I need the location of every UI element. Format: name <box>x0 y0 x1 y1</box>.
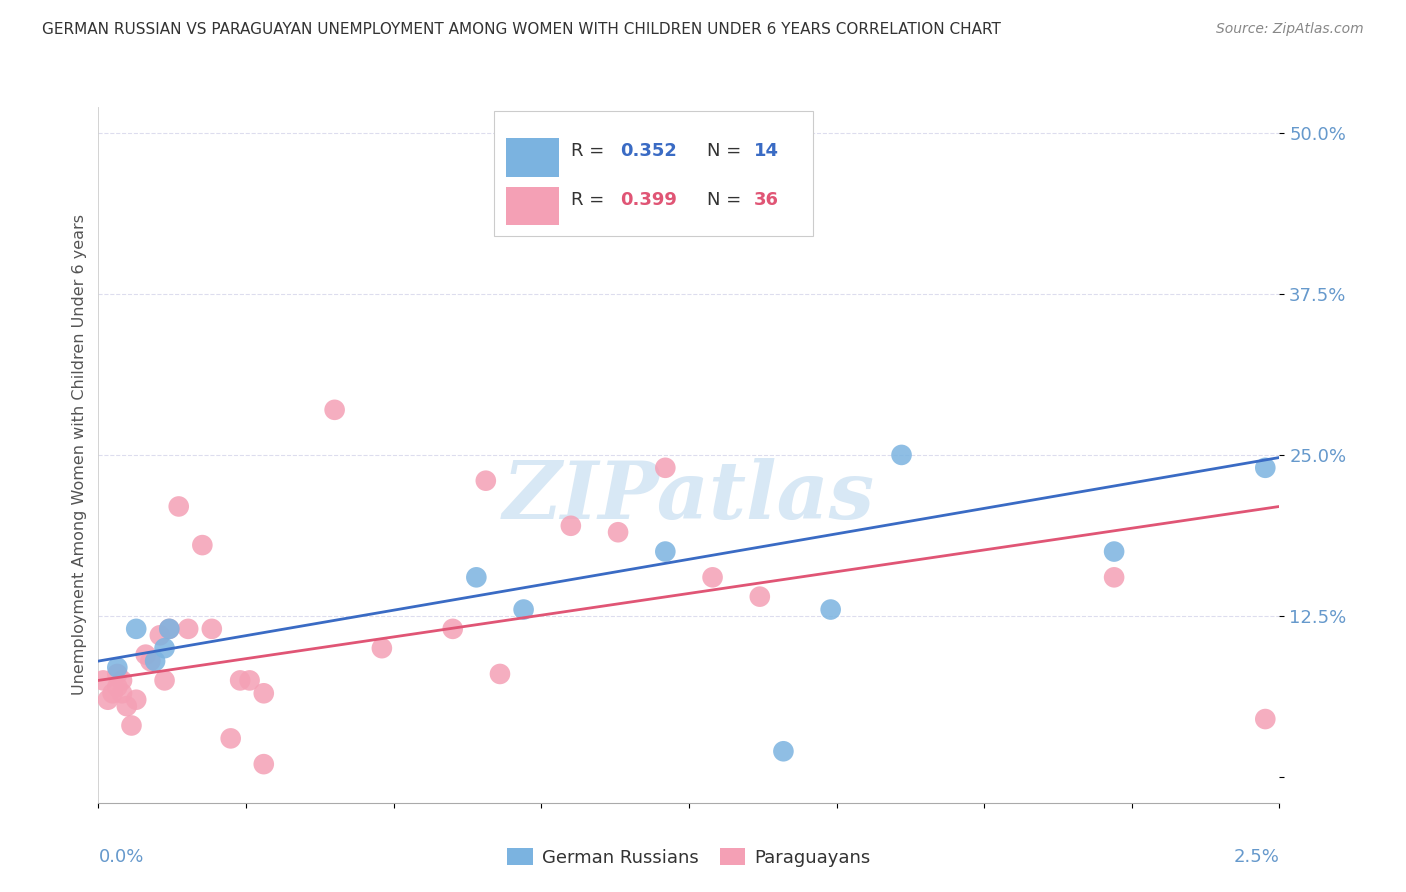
Text: N =: N = <box>707 191 747 209</box>
Point <box>229 673 252 688</box>
Point <box>149 628 172 642</box>
Point <box>239 673 262 688</box>
Point <box>167 500 190 514</box>
Point <box>177 622 200 636</box>
FancyBboxPatch shape <box>506 187 560 226</box>
Text: N =: N = <box>707 142 747 160</box>
Point <box>772 744 794 758</box>
Point <box>890 448 912 462</box>
Point <box>253 686 276 700</box>
Text: 2.5%: 2.5% <box>1233 848 1279 866</box>
Point <box>157 622 180 636</box>
Text: 14: 14 <box>754 142 779 160</box>
Point <box>125 692 148 706</box>
Point <box>475 474 498 488</box>
Point <box>101 686 124 700</box>
Text: 0.399: 0.399 <box>620 191 678 209</box>
Text: GERMAN RUSSIAN VS PARAGUAYAN UNEMPLOYMENT AMONG WOMEN WITH CHILDREN UNDER 6 YEAR: GERMAN RUSSIAN VS PARAGUAYAN UNEMPLOYMEN… <box>42 22 1001 37</box>
Text: R =: R = <box>571 191 610 209</box>
Point <box>143 654 166 668</box>
Point <box>97 692 120 706</box>
FancyBboxPatch shape <box>494 111 813 235</box>
Y-axis label: Unemployment Among Women with Children Under 6 years: Unemployment Among Women with Children U… <box>72 214 87 696</box>
Text: R =: R = <box>571 142 610 160</box>
Point <box>1102 570 1125 584</box>
Point <box>135 648 157 662</box>
Point <box>157 622 180 636</box>
Point <box>219 731 242 746</box>
Point <box>654 460 676 475</box>
Point <box>560 216 582 230</box>
Text: 0.0%: 0.0% <box>98 848 143 866</box>
Text: 0.352: 0.352 <box>620 142 678 160</box>
Text: ZIPatlas: ZIPatlas <box>503 458 875 535</box>
Point <box>105 660 128 674</box>
Point <box>607 525 630 540</box>
Point <box>489 667 512 681</box>
Point <box>111 673 134 688</box>
Point <box>153 641 176 656</box>
Point <box>105 667 128 681</box>
Point <box>105 680 128 694</box>
Point <box>371 641 394 656</box>
Text: 36: 36 <box>754 191 779 209</box>
Point <box>91 673 114 688</box>
Point <box>115 699 138 714</box>
Point <box>702 570 724 584</box>
Point <box>253 757 276 772</box>
Point <box>153 673 176 688</box>
Point <box>441 622 464 636</box>
Point <box>512 602 534 616</box>
Point <box>465 570 488 584</box>
Point <box>125 622 148 636</box>
Point <box>1254 712 1277 726</box>
Point <box>139 654 162 668</box>
FancyBboxPatch shape <box>506 138 560 177</box>
Point <box>121 718 143 732</box>
Point <box>191 538 214 552</box>
Point <box>1254 460 1277 475</box>
Point <box>654 544 676 558</box>
Legend: German Russians, Paraguayans: German Russians, Paraguayans <box>501 840 877 874</box>
Point <box>1102 544 1125 558</box>
Point <box>323 402 346 417</box>
Point <box>748 590 770 604</box>
Point <box>560 518 582 533</box>
Point <box>111 686 134 700</box>
Point <box>201 622 224 636</box>
Text: Source: ZipAtlas.com: Source: ZipAtlas.com <box>1216 22 1364 37</box>
Point <box>820 602 842 616</box>
